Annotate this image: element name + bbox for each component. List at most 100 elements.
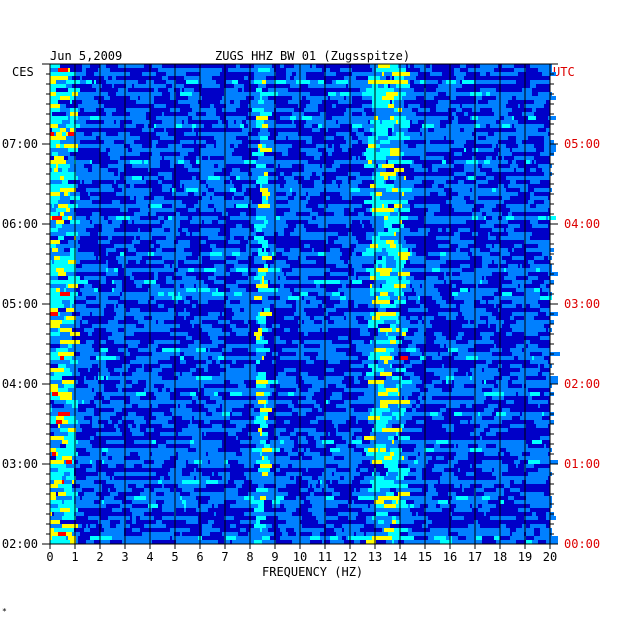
spectrogram-cell bbox=[348, 516, 356, 520]
spectrogram-cell bbox=[452, 188, 462, 192]
spectrogram-cell bbox=[230, 268, 236, 272]
spectrogram-cell bbox=[420, 452, 426, 456]
spectrogram-cell bbox=[144, 524, 146, 528]
spectrogram-cell bbox=[408, 196, 414, 200]
spectrogram-cell bbox=[238, 68, 246, 72]
spectrogram-cell bbox=[256, 444, 264, 448]
spectrogram-cell bbox=[354, 268, 366, 272]
spectrogram-cell bbox=[432, 280, 442, 284]
spectrogram-cell bbox=[390, 448, 402, 452]
spectrogram-cell bbox=[324, 484, 328, 488]
spectrogram-cell bbox=[496, 380, 508, 384]
spectrogram-cell bbox=[170, 160, 178, 164]
spectrogram-cell bbox=[460, 272, 470, 276]
spectrogram-cell bbox=[244, 464, 248, 468]
spectrogram-cell bbox=[450, 240, 458, 244]
spectrogram-cell bbox=[340, 356, 346, 360]
spectrogram-cell bbox=[114, 316, 124, 320]
spectrogram-cell bbox=[426, 80, 438, 84]
spectrogram-cell bbox=[252, 144, 258, 148]
spectrogram-cell bbox=[538, 240, 550, 244]
spectrogram-cell bbox=[78, 92, 88, 96]
spectrogram-cell bbox=[206, 480, 218, 484]
spectrogram-cell bbox=[264, 308, 270, 312]
spectrogram-cell bbox=[222, 108, 230, 112]
spectrogram-cell bbox=[62, 208, 66, 212]
spectrogram-cell bbox=[130, 308, 140, 312]
spectrogram-cell bbox=[484, 392, 492, 396]
spectrogram-cell bbox=[132, 116, 136, 120]
spectrogram-cell bbox=[150, 204, 162, 208]
spectrogram-cell bbox=[54, 380, 62, 384]
spectrogram-cell bbox=[288, 356, 296, 360]
spectrogram-cell bbox=[224, 248, 232, 252]
spectrogram-cell bbox=[400, 424, 404, 428]
spectrogram-cell bbox=[112, 220, 114, 224]
spectrogram-cell bbox=[366, 516, 372, 520]
spectrogram-cell bbox=[400, 400, 410, 404]
spectrogram-cell bbox=[382, 216, 384, 220]
spectrogram-cell bbox=[150, 148, 162, 152]
spectrogram-cell bbox=[144, 488, 150, 492]
spectrogram-cell bbox=[546, 176, 550, 180]
spectrogram-cell bbox=[268, 328, 272, 332]
spectrogram-cell bbox=[60, 328, 64, 332]
spectrogram-cell bbox=[258, 292, 268, 296]
spectrogram-cell bbox=[304, 124, 308, 128]
spectrogram-cell bbox=[264, 232, 274, 236]
spectrogram-cell bbox=[152, 492, 156, 496]
spectrogram-cell bbox=[260, 528, 262, 532]
spectrogram-cell bbox=[512, 116, 514, 120]
spectrogram-cell bbox=[210, 336, 214, 340]
spectrogram-cell bbox=[364, 448, 368, 452]
spectrogram-cell bbox=[120, 144, 124, 148]
spectrogram-cell bbox=[50, 488, 62, 492]
spectrogram-cell bbox=[490, 104, 494, 108]
spectrogram-cell bbox=[506, 216, 514, 220]
spectrogram-cell bbox=[136, 344, 138, 348]
spectrogram-cell bbox=[266, 208, 276, 212]
spectrogram-cell bbox=[180, 392, 190, 396]
spectrogram-cell bbox=[344, 180, 348, 184]
spectrogram-cell bbox=[402, 244, 412, 248]
spectrogram-cell bbox=[84, 252, 94, 256]
spectrogram-cell bbox=[392, 436, 394, 440]
spectrogram-cell bbox=[118, 404, 124, 408]
spectrogram-cell bbox=[400, 404, 412, 408]
spectrogram-cell bbox=[516, 216, 524, 220]
spectrogram-cell bbox=[470, 92, 482, 96]
spectrogram-cell bbox=[502, 156, 504, 160]
spectrogram-cell bbox=[344, 404, 350, 408]
spectrogram-cell bbox=[464, 308, 474, 312]
spectrogram-cell bbox=[286, 80, 294, 84]
spectrogram-cell bbox=[392, 100, 394, 104]
spectrogram-cell bbox=[478, 160, 484, 164]
spectrogram-cell bbox=[314, 272, 322, 276]
spectrogram-cell bbox=[524, 288, 534, 292]
spectrogram-cell bbox=[486, 504, 496, 508]
spectrogram-cell bbox=[444, 392, 454, 396]
spectrogram-cell bbox=[434, 132, 444, 136]
spectrogram-cell bbox=[254, 260, 258, 264]
spectrogram-cell bbox=[312, 248, 314, 252]
spectrogram-cell bbox=[148, 160, 160, 164]
spectrogram-cell bbox=[262, 528, 266, 532]
spectrogram-cell bbox=[242, 160, 244, 164]
spectrogram-cell bbox=[356, 292, 362, 296]
spectrogram-cell bbox=[492, 392, 504, 396]
spectrogram-cell bbox=[100, 276, 106, 280]
spectrogram-cell bbox=[474, 308, 486, 312]
spectrogram-cell bbox=[60, 260, 68, 264]
spectrogram-cell bbox=[270, 212, 276, 216]
spectrogram-cell bbox=[50, 164, 56, 168]
spectrogram-cell bbox=[336, 260, 344, 264]
spectrogram-cell bbox=[458, 252, 468, 256]
spectrogram-cell bbox=[362, 412, 368, 416]
spectrogram-cell bbox=[380, 304, 392, 308]
spectrogram-cell bbox=[90, 476, 94, 480]
spectrogram-cell bbox=[418, 192, 430, 196]
spectrogram-cell bbox=[432, 504, 436, 508]
spectrogram-cell bbox=[172, 316, 174, 320]
spectrogram-cell bbox=[68, 216, 72, 220]
spectrogram-cell bbox=[188, 476, 194, 480]
